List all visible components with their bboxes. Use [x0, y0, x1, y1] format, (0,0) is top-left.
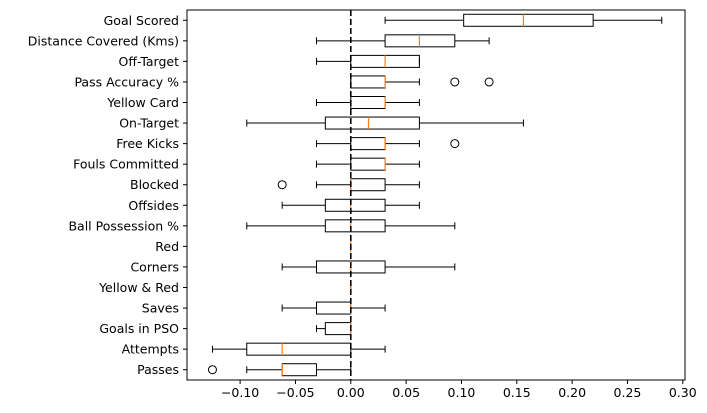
box-0 [384, 13, 663, 27]
xtick-label: 0.15 [503, 385, 531, 400]
ytick-label: Pass Accuracy % [74, 74, 179, 89]
box-iqr [463, 13, 594, 27]
xtick-label: 0.20 [558, 385, 586, 400]
ytick-label: Goals in PSO [99, 321, 179, 336]
box-2 [315, 54, 420, 68]
xtick-label: 0.00 [337, 385, 365, 400]
xtick-label: 0.30 [669, 385, 697, 400]
xtick-label: 0.05 [392, 385, 420, 400]
outlier-point [484, 77, 494, 87]
plot-area [207, 10, 663, 380]
ytick-label: Attempts [122, 342, 179, 357]
outlier-point [450, 77, 460, 87]
box-iqr [324, 219, 386, 233]
ytick-label: Off-Target [119, 54, 180, 69]
xtick-label: −0.05 [276, 385, 314, 400]
box-3 [350, 75, 494, 89]
ytick-label: Passes [137, 362, 179, 377]
outlier-point [207, 365, 217, 375]
ytick-label: Yellow Card [106, 95, 179, 110]
ytick-label: On-Target [119, 116, 179, 131]
x-axis-ticks: −0.10 −0.05 0.00 0.05 0.10 0.15 0.20 0.25 0.30 [221, 380, 697, 400]
box-16 [211, 342, 386, 356]
ytick-label: Ball Possession % [68, 218, 179, 233]
box-5 [246, 116, 524, 130]
xtick-label: −0.10 [221, 385, 259, 400]
plot-frame [186, 9, 686, 381]
xtick-label: 0.10 [448, 385, 476, 400]
ytick-label: Corners [130, 259, 179, 274]
outlier-point [450, 139, 460, 149]
box-17 [207, 363, 352, 377]
ytick-label: Free Kicks [116, 136, 179, 151]
box-6 [315, 137, 460, 151]
ytick-label: Saves [142, 301, 179, 316]
ytick-label: Red [155, 239, 179, 254]
box-iqr [246, 342, 352, 356]
ytick-label: Distance Covered (Kms) [28, 33, 179, 48]
y-axis-ticks: Goal Scored Distance Covered (Kms) Off-Tar… [28, 13, 187, 377]
xtick-label: 0.25 [614, 385, 642, 400]
ytick-label: Blocked [130, 177, 179, 192]
ytick-label: Offsides [128, 198, 179, 213]
ytick-label: Yellow & Red [98, 280, 179, 295]
ytick-label: Goal Scored [104, 13, 179, 28]
box-9 [281, 198, 420, 212]
box-iqr [324, 198, 386, 212]
box-iqr [324, 116, 420, 130]
outlier-point [277, 180, 287, 190]
ytick-label: Fouls Committed [73, 157, 179, 172]
